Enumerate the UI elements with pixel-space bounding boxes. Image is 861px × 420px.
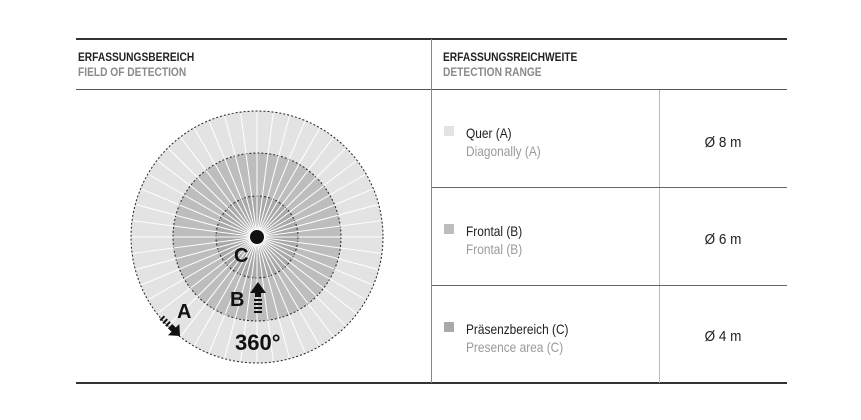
arrow-diagonal-icon	[159, 315, 180, 336]
spoke	[256, 236, 346, 326]
spoke	[208, 121, 258, 238]
row-b-en: Frontal (B)	[466, 241, 523, 257]
label-b: B	[230, 289, 244, 311]
value-column-divider	[659, 90, 660, 383]
row-b-label: Frontal (B) Frontal (B)	[466, 222, 522, 258]
row-b-de: Frontal (B)	[466, 223, 523, 239]
spoke	[256, 148, 346, 238]
row-c-en: Presence area (C)	[466, 339, 564, 355]
spoke	[208, 236, 258, 353]
row-a-en: Diagonally (A)	[466, 143, 541, 159]
spoke	[256, 128, 320, 238]
column-divider	[431, 39, 432, 383]
spoke	[256, 113, 274, 238]
spoke	[180, 137, 258, 238]
spoke	[136, 236, 258, 270]
table-bottom-border	[76, 382, 787, 384]
spoke	[141, 188, 258, 238]
row-c-value: Ø 4 m	[704, 328, 742, 345]
spoke	[256, 137, 334, 238]
spoke	[224, 236, 258, 358]
spoke	[256, 236, 378, 270]
spoke	[136, 204, 258, 238]
row-a-label: Quer (A) Diagonally (A)	[466, 124, 541, 160]
arrow-up-icon	[250, 282, 266, 313]
label-a: A	[177, 301, 191, 323]
spoke	[133, 236, 258, 254]
row-divider	[432, 187, 787, 188]
swatch-c	[444, 322, 454, 332]
row-b-value: Ø 6 m	[704, 231, 742, 248]
spoke	[256, 174, 366, 238]
left-header-de: ERFASSUNGSBEREICH	[78, 50, 195, 64]
row-c-label: Präsenzbereich (C) Presence area (C)	[466, 320, 569, 356]
spoke	[141, 236, 258, 286]
right-header-en: DETECTION RANGE	[443, 65, 542, 79]
spoke	[256, 236, 306, 353]
row-a-value: Ø 8 m	[704, 134, 742, 151]
right-header: ERFASSUNGSREICHWEITE DETECTION RANGE	[443, 50, 577, 80]
spoke	[157, 160, 258, 238]
spoke	[256, 204, 378, 238]
label-angle: 360°	[235, 330, 281, 355]
spoke	[256, 160, 357, 238]
spoke	[256, 121, 306, 238]
left-header: ERFASSUNGSBEREICH FIELD OF DETECTION	[78, 50, 194, 80]
spoke	[256, 236, 366, 300]
spoke	[168, 236, 258, 326]
spokes	[132, 112, 382, 362]
spoke	[256, 236, 357, 314]
row-c-de: Präsenzbereich (C)	[466, 321, 569, 337]
spoke	[256, 236, 290, 358]
spoke	[256, 236, 274, 361]
spoke	[180, 236, 258, 337]
spoke	[194, 236, 258, 346]
right-header-de: ERFASSUNGSREICHWEITE	[443, 50, 578, 64]
spoke	[256, 236, 381, 254]
spoke	[133, 220, 258, 238]
row-divider	[432, 285, 787, 286]
swatch-b	[444, 224, 454, 234]
spoke	[256, 236, 373, 286]
spoke	[168, 148, 258, 238]
spoke	[194, 128, 258, 238]
spoke	[256, 116, 290, 238]
spoke	[157, 236, 258, 314]
spoke	[240, 236, 258, 361]
left-header-en: FIELD OF DETECTION	[78, 65, 187, 79]
spoke	[256, 236, 334, 337]
spoke	[148, 174, 258, 238]
spoke	[240, 113, 258, 238]
spoke	[256, 220, 381, 238]
spoke	[148, 236, 258, 300]
row-a-de: Quer (A)	[466, 125, 512, 141]
spoke	[256, 188, 373, 238]
sensor-dot	[250, 230, 264, 244]
swatch-a	[444, 126, 454, 136]
label-c: C	[234, 245, 248, 267]
spoke	[224, 116, 258, 238]
spoke	[256, 236, 320, 346]
